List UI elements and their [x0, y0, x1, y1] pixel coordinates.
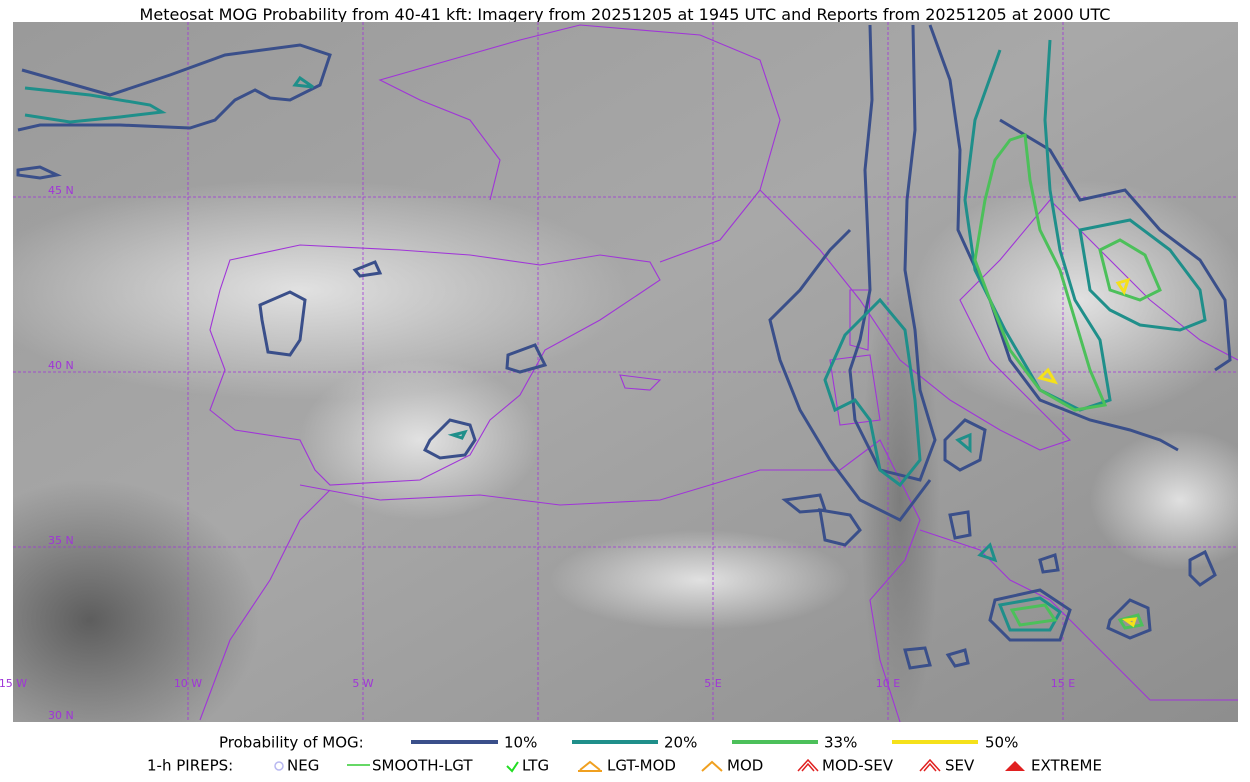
legend-title: 1-h PIREPS: [147, 757, 233, 775]
legend-label: EXTREME [1031, 757, 1102, 775]
legend-label: 50% [985, 734, 1018, 752]
lon-label: 5 W [352, 677, 373, 690]
pirep-icon [1005, 761, 1025, 771]
pirep-icon [274, 761, 284, 771]
legend-label: MOD [727, 757, 763, 775]
lon-label: 15 W [0, 677, 27, 690]
lat-label: 40 N [48, 359, 74, 372]
pirep-icon [797, 758, 819, 772]
lat-labels: 45 N 40 N 35 N 30 N [48, 184, 74, 722]
pirep-icon [919, 758, 941, 772]
legend-title: Probability of MOG: [219, 734, 364, 752]
lon-label: 5 E [704, 677, 721, 690]
lat-label: 30 N [48, 709, 74, 722]
legend-label: LGT-MOD [607, 757, 676, 775]
legend-label: MOD-SEV [822, 757, 894, 775]
pirep-legend: 1-h PIREPS: NEG SMOOTH-LGT LTG LGT-MOD M… [147, 757, 1102, 775]
legend-label: SMOOTH-LGT [372, 757, 473, 775]
legend-label: 20% [664, 734, 697, 752]
map-title: Meteosat MOG Probability from 40-41 kft:… [140, 5, 1111, 24]
coastlines [199, 24, 1238, 722]
map [13, 22, 1238, 722]
lon-label: 10 E [876, 677, 900, 690]
graticule [13, 22, 1238, 722]
legend-label: LTG [522, 757, 549, 775]
mog-contours [16, 24, 1232, 670]
lon-label: 10 W [174, 677, 202, 690]
lat-label: 35 N [48, 534, 74, 547]
lon-label: 15 E [1051, 677, 1075, 690]
legend-label: NEG [287, 757, 319, 775]
lat-label: 45 N [48, 184, 74, 197]
pirep-icon [506, 761, 519, 773]
pirep-icon [578, 760, 602, 772]
pirep-icon [701, 760, 723, 772]
legend-label: SEV [945, 757, 975, 775]
lon-labels: 15 W 10 W 5 W 5 E 10 E 15 E [0, 677, 1075, 690]
probability-legend: Probability of MOG: 10% 20% 33% 50% [219, 734, 1018, 752]
legend-label: 10% [504, 734, 537, 752]
legend-label: 33% [824, 734, 857, 752]
